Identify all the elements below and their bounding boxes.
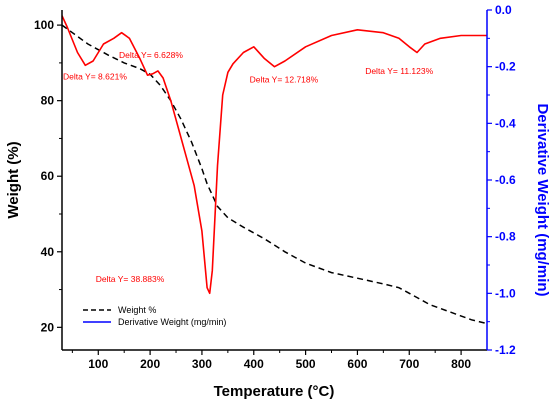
legend-derivative-label: Derivative Weight (mg/min) [118,317,226,327]
annotation-2: Delta Y= 6.628% [119,50,183,60]
x-tick-label: 100 [88,357,108,371]
y-right-tick-label: -1.2 [495,343,516,357]
legend: Weight % Derivative Weight (mg/min) [83,305,226,327]
y-left-tick-label: 100 [34,18,54,32]
y-left-tick-label: 20 [41,320,55,334]
annotation-4: Delta Y= 12.718% [250,74,319,84]
y-right-tick-label: -0.2 [495,60,516,74]
annotation-5: Delta Y= 11.123% [365,66,433,76]
x-tick-label: 700 [399,357,419,371]
x-tick-label: 600 [347,357,367,371]
y-right-tick-label: -0.4 [495,116,516,130]
y-left-tick-label: 60 [41,169,55,183]
x-axis-title: Temperature (°C) [214,383,335,400]
weight-series-line [61,24,488,325]
annotation-1: Delta Y= 8.621% [63,71,127,81]
y-right-tick-label: -0.8 [495,230,516,244]
x-tick-label: 200 [140,357,160,371]
weight-curve [61,24,488,325]
derivative-curve [61,15,487,295]
legend-weight-label: Weight % [118,305,156,315]
y-right-axis-title: Derivative Weight (mg/min) [534,103,550,296]
annotations: Delta Y= 8.621% Delta Y= 6.628% Delta Y= 3… [63,50,434,284]
axes: 100 200 300 400 500 600 700 800 20 40 60 80 100 0.0 -0… [34,3,516,371]
y-left-axis-title: Weight (%) [5,141,22,218]
y-right-tick-label: -0.6 [495,173,516,187]
x-tick-label: 800 [451,357,471,371]
y-left-tick-label: 40 [41,245,55,259]
x-tick-label: 400 [244,357,264,371]
derivative-series-line [61,15,487,295]
x-tick-label: 300 [192,357,212,371]
x-tick-label: 500 [296,357,316,371]
annotation-3: Delta Y= 38.883% [96,274,165,284]
y-left-tick-label: 80 [41,94,55,108]
y-right-tick-label: 0.0 [495,3,512,17]
plot-area [62,10,487,350]
y-right-tick-label: -1.0 [495,286,516,300]
